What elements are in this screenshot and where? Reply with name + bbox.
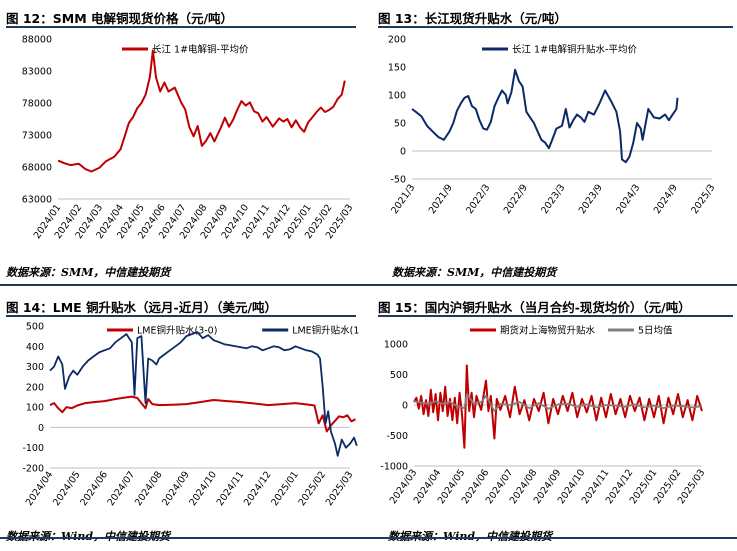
x-tick-label: 2024/9 xyxy=(652,182,680,216)
y-tick-label: -50 xyxy=(390,175,406,186)
panel-changjiang-premium: 图 13：长江现货升贴水（元/吨） -50 0 50 100 150 200 2021/3 2… xyxy=(372,0,737,285)
x-tick-label: 2025/3 xyxy=(689,182,717,216)
legend-label: LME铜升贴水(3-0) xyxy=(137,325,217,337)
title-underline xyxy=(6,315,356,317)
y-tick-label: 400 xyxy=(26,342,44,353)
series-line xyxy=(49,395,356,433)
title-underline xyxy=(378,26,733,28)
y-tick-label: -500 xyxy=(386,431,408,442)
y-tick-label: 150 xyxy=(388,63,406,74)
y-tick-label: 88000 xyxy=(22,35,52,46)
y-tick-label: 0 xyxy=(402,401,408,412)
y-tick-label: 73000 xyxy=(22,131,52,142)
x-tick-label: 2021/9 xyxy=(427,182,455,216)
bottom-divider xyxy=(0,537,737,539)
panel-title: 图 12：SMM 电解铜现货价格（元/吨） xyxy=(6,11,234,26)
y-tick-label: -1000 xyxy=(380,462,408,473)
chart-smm-copper-price: 6300068000730007800083000880002024/01202… xyxy=(22,35,356,242)
x-tick-label: 2021/3 xyxy=(389,182,417,216)
series-line xyxy=(413,364,703,449)
series-line xyxy=(57,49,346,173)
y-tick-label: 63000 xyxy=(22,195,52,206)
y-tick-label: -200 xyxy=(22,464,44,475)
legend-label: 长江 1#电解铜升贴水-平均价 xyxy=(512,44,637,56)
title-underline xyxy=(6,26,356,28)
panel-title: 图 15：国内沪铜升贴水（当月合约-现货均价）（元/吨） xyxy=(378,300,691,315)
y-tick-label: 100 xyxy=(26,403,44,414)
source-note: 数据来源：SMM，中信建投期货 xyxy=(392,266,557,279)
panel-lme-spread: 图 14：LME 铜升贴水（远月-近月）（美元/吨） -200 -100 0 100 2… xyxy=(0,288,360,551)
x-tick-label: 2023/9 xyxy=(577,182,605,216)
y-tick-label: 100 xyxy=(388,91,406,102)
series-line xyxy=(411,68,679,164)
legend-label: 5日均值 xyxy=(638,325,673,337)
x-tick-label: 2022/9 xyxy=(502,182,530,216)
source-note: 数据来源：Wind，中信建投期货 xyxy=(6,528,170,544)
series-line xyxy=(413,393,703,412)
x-tick-label: 2024/3 xyxy=(614,182,642,216)
panel-title: 图 13：长江现货升贴水（元/吨） xyxy=(378,11,567,26)
section-divider xyxy=(0,284,737,286)
y-tick-label: 200 xyxy=(26,382,44,393)
x-tick-label: 2022/3 xyxy=(464,182,492,216)
x-tick-label: 2023/3 xyxy=(539,182,567,216)
chart-lme-spread: -200-10001002003004005002024/042024/0520… xyxy=(22,322,360,509)
y-tick-label: 0 xyxy=(400,147,406,158)
y-tick-label: 500 xyxy=(26,322,44,333)
y-tick-label: 500 xyxy=(390,370,408,381)
y-tick-label: 68000 xyxy=(22,163,52,174)
panel-smm-copper-price: 图 12：SMM 电解铜现货价格（元/吨） 63000 68000 73000 780… xyxy=(0,0,360,285)
y-tick-label: 78000 xyxy=(22,99,52,110)
y-tick-label: 83000 xyxy=(22,67,52,78)
chart-changjiang-premium: -50 0 50 100 150 200 2021/3 2021/9 2022/3 2022/9 2… xyxy=(388,35,718,217)
source-note: 数据来源：SMM，中信建投期货 xyxy=(6,266,171,279)
legend-label: 期货对上海物贸升贴水 xyxy=(500,325,596,337)
x-tick-label: 2025/03 xyxy=(324,469,356,508)
source-note: 数据来源：Wind，中信建投期货 xyxy=(388,528,552,544)
legend-label: LME铜升贴水(15-0) xyxy=(292,325,360,337)
y-tick-label: 50 xyxy=(394,119,406,130)
y-tick-label: 200 xyxy=(388,35,406,46)
y-tick-label: 0 xyxy=(38,423,44,434)
y-tick-label: 1000 xyxy=(384,340,408,351)
y-tick-label: -100 xyxy=(22,443,44,454)
panel-shfe-spread: 图 15：国内沪铜升贴水（当月合约-现货均价）（元/吨） -1000 -500 0 5… xyxy=(372,288,737,551)
panel-title: 图 14：LME 铜升贴水（远月-近月）（美元/吨） xyxy=(6,300,278,315)
series-line xyxy=(49,331,358,457)
chart-shfe-spread: -1000-500050010002024/032024/042024/0520… xyxy=(380,325,707,507)
title-underline xyxy=(378,315,733,317)
legend-label: 长江 1#电解铜-平均价 xyxy=(152,44,249,56)
y-tick-label: 300 xyxy=(26,362,44,373)
